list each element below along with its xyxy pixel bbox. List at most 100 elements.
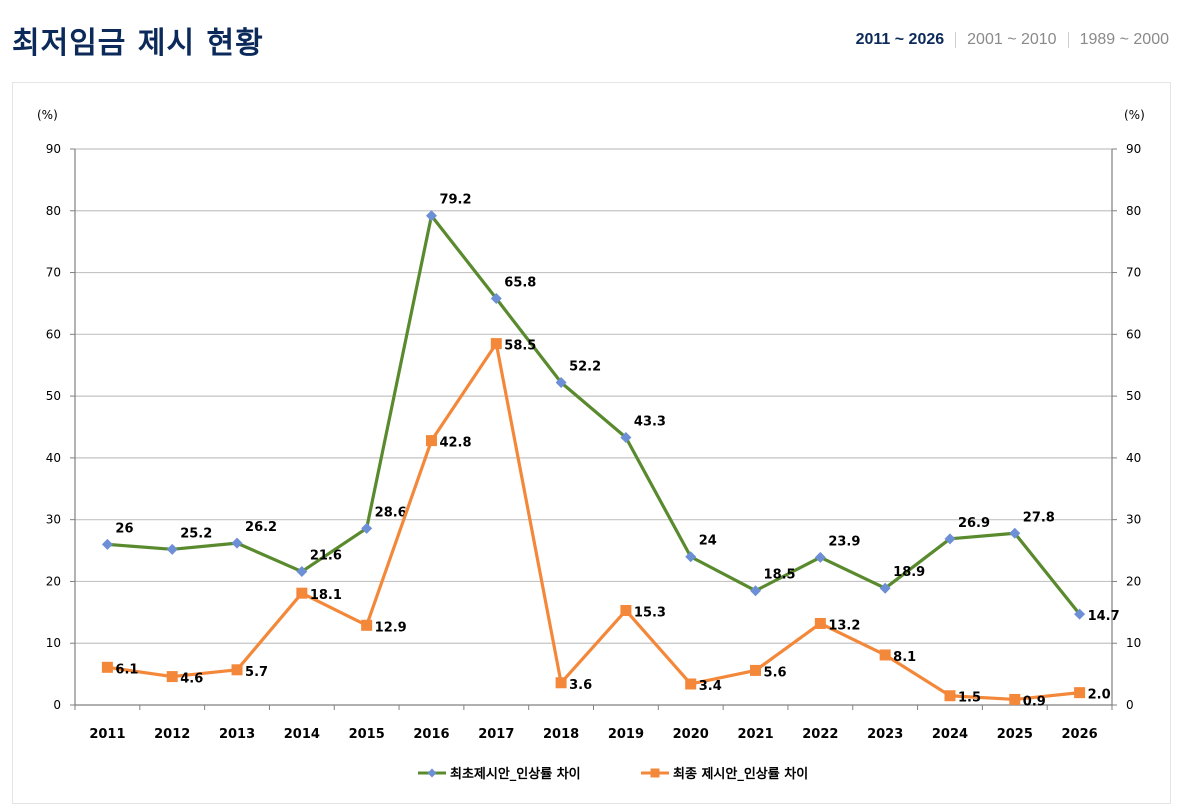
y-tick-label-right: 70 — [1126, 266, 1141, 280]
final-offer-marker — [555, 677, 567, 689]
final-offer-marker — [490, 338, 502, 350]
y-tick-label-right: 20 — [1126, 574, 1141, 588]
initial-offer-data-label: 52.2 — [569, 360, 601, 375]
initial-offer-data-label: 79.2 — [439, 193, 471, 208]
final-offer-marker — [1074, 687, 1086, 699]
y-tick-label-left: 70 — [46, 266, 61, 280]
tab-2001-2010[interactable]: 2001 ~ 2010 — [967, 31, 1057, 48]
y-axis-unit-right: (%) — [1124, 108, 1145, 122]
final-offer-data-label: 5.6 — [764, 665, 787, 680]
final-offer-data-label: 12.9 — [375, 620, 407, 635]
initial-offer-marker — [361, 522, 373, 534]
final-offer-marker — [685, 678, 697, 690]
initial-offer-marker — [490, 293, 502, 305]
initial-offer-data-label: 24 — [699, 534, 717, 549]
final-offer-marker — [620, 604, 632, 616]
y-tick-label-left: 80 — [46, 204, 61, 218]
x-tick-label: 2016 — [413, 727, 449, 742]
legend-initial-marker — [427, 768, 437, 778]
final-offer-data-label: 1.5 — [958, 691, 981, 706]
legend-final-label: 최종 제시안_인상률 차이 — [673, 766, 808, 782]
y-tick-label-left: 10 — [46, 636, 61, 650]
y-tick-label-right: 60 — [1126, 327, 1141, 341]
initial-offer-gap-line — [107, 214, 1081, 616]
initial-offer-data-label: 14.7 — [1088, 609, 1120, 624]
initial-offer-marker — [620, 432, 632, 444]
y-tick-label-right: 10 — [1126, 636, 1141, 650]
initial-offer-data-label: 25.2 — [180, 526, 212, 541]
final-offer-data-label: 15.3 — [634, 605, 666, 620]
final-offer-marker — [1009, 693, 1021, 705]
initial-offer-marker — [231, 537, 243, 549]
final-offer-marker — [944, 690, 956, 702]
final-offer-data-label: 18.1 — [310, 588, 342, 603]
y-tick-label-right: 30 — [1126, 513, 1141, 527]
final-offer-data-label: 0.9 — [1023, 694, 1046, 709]
final-offer-data-label: 2.0 — [1088, 688, 1111, 703]
initial-offer-marker — [750, 585, 762, 597]
initial-offer-marker — [166, 543, 178, 555]
final-offer-data-label: 13.2 — [828, 618, 860, 633]
period-tabs: 2011 ~ 2026 2001 ~ 2010 1989 ~ 2000 — [856, 31, 1169, 49]
final-offer-data-label: 3.6 — [569, 678, 592, 693]
y-tick-label-right: 50 — [1126, 389, 1141, 403]
final-offer-data-label: 4.6 — [180, 672, 203, 687]
y-tick-label-left: 0 — [53, 698, 61, 712]
y-tick-label-right: 80 — [1126, 204, 1141, 218]
y-tick-label-left: 60 — [46, 327, 61, 341]
page-title: 최저임금 제시 현황 — [12, 26, 264, 61]
x-tick-label: 2022 — [802, 727, 838, 742]
initial-offer-marker — [1074, 608, 1086, 620]
final-offer-data-label: 6.1 — [115, 662, 138, 677]
initial-offer-data-label: 28.6 — [375, 505, 407, 520]
x-tick-label: 2020 — [673, 727, 709, 742]
x-tick-label: 2023 — [867, 727, 903, 742]
initial-offer-data-label: 23.9 — [828, 534, 860, 549]
final-offer-marker — [750, 664, 762, 676]
legend-initial-label: 최초제시안_인상률 차이 — [450, 766, 581, 782]
x-tick-label: 2018 — [543, 727, 579, 742]
y-tick-label-left: 30 — [46, 513, 61, 527]
final-offer-data-label: 42.8 — [439, 436, 471, 451]
initial-offer-marker — [101, 538, 113, 550]
y-tick-label-right: 40 — [1126, 451, 1141, 465]
x-tick-label: 2011 — [89, 727, 125, 742]
x-tick-label: 2015 — [349, 727, 385, 742]
legend-final-marker — [650, 768, 660, 778]
final-offer-marker — [425, 435, 437, 447]
final-offer-data-label: 58.5 — [504, 339, 536, 354]
x-tick-label: 2013 — [219, 727, 255, 742]
final-offer-marker — [101, 661, 113, 673]
chart-container: 0 0 10 10 20 20 30 30 40 40 50 50 60 60 70 70 80 80 90 90 (%… — [12, 82, 1171, 804]
final-offer-marker — [879, 649, 891, 661]
final-offer-gap-line — [107, 342, 1080, 702]
x-tick-label: 2014 — [284, 727, 320, 742]
x-tick-label: 2024 — [932, 727, 968, 742]
tab-1989-2000[interactable]: 1989 ~ 2000 — [1079, 31, 1169, 48]
final-offer-marker — [814, 617, 826, 629]
final-offer-data-label: 5.7 — [245, 665, 268, 680]
final-offer-marker — [166, 671, 178, 683]
initial-offer-marker — [685, 551, 697, 563]
initial-offer-data-label: 18.9 — [893, 565, 925, 580]
y-tick-label-right: 90 — [1126, 142, 1141, 156]
y-axis-unit-left: (%) — [37, 108, 58, 122]
y-tick-label-left: 50 — [46, 389, 61, 403]
tab-divider — [1067, 32, 1069, 48]
initial-offer-data-label: 26 — [115, 521, 133, 536]
final-offer-data-label: 3.4 — [699, 679, 722, 694]
y-tick-label-left: 20 — [46, 574, 61, 588]
initial-offer-data-label: 27.8 — [1023, 510, 1055, 525]
tab-2011-2026[interactable]: 2011 ~ 2026 — [855, 31, 945, 48]
initial-offer-marker — [296, 566, 308, 578]
initial-offer-marker — [1009, 527, 1021, 539]
initial-offer-marker — [944, 533, 956, 545]
final-offer-marker — [231, 664, 243, 676]
initial-offer-marker — [555, 377, 567, 389]
initial-offer-data-label: 21.6 — [310, 549, 342, 564]
initial-offer-data-label: 26.2 — [245, 520, 277, 535]
final-offer-marker — [296, 587, 308, 599]
x-tick-label: 2021 — [737, 727, 773, 742]
initial-offer-marker — [879, 582, 891, 594]
